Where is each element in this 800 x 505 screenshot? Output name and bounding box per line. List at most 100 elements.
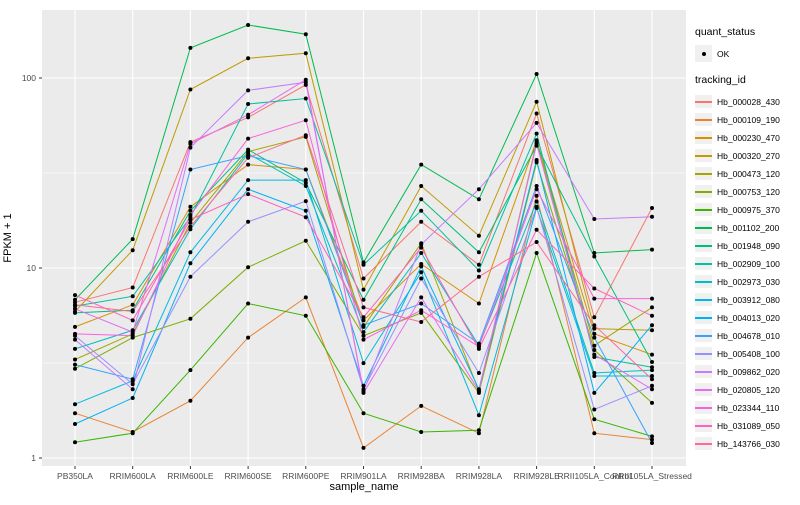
data-point[interactable] (476, 346, 481, 351)
data-point[interactable] (476, 262, 481, 267)
legend-item-Hb_009862_020[interactable]: Hb_009862_020 (695, 363, 800, 380)
data-point[interactable] (534, 99, 539, 104)
data-point[interactable] (246, 102, 251, 106)
data-point[interactable] (130, 285, 135, 290)
data-point[interactable] (73, 331, 77, 336)
data-point[interactable] (188, 224, 193, 229)
data-point[interactable] (419, 295, 424, 300)
data-point[interactable] (419, 197, 424, 202)
legend-item-Hb_003912_080[interactable]: Hb_003912_080 (695, 291, 800, 308)
legend-item-Hb_023344_110[interactable]: Hb_023344_110 (695, 399, 800, 416)
data-point[interactable] (246, 155, 251, 160)
data-point[interactable] (419, 301, 424, 306)
data-point[interactable] (73, 346, 77, 351)
data-point[interactable] (419, 430, 424, 434)
data-point[interactable] (592, 407, 597, 412)
data-point[interactable] (650, 434, 654, 439)
data-point[interactable] (361, 305, 366, 310)
data-point[interactable] (303, 208, 308, 213)
data-point[interactable] (246, 265, 251, 270)
data-point[interactable] (650, 323, 654, 328)
data-point[interactable] (476, 371, 481, 375)
data-point[interactable] (73, 324, 77, 329)
data-point[interactable] (188, 45, 193, 50)
data-point[interactable] (592, 348, 597, 352)
data-point[interactable] (73, 337, 77, 342)
data-point[interactable] (73, 293, 77, 298)
data-point[interactable] (476, 250, 481, 255)
data-point[interactable] (73, 306, 77, 311)
data-point[interactable] (73, 366, 77, 371)
data-point[interactable] (419, 403, 424, 408)
legend-item-Hb_000975_370[interactable]: Hb_000975_370 (695, 201, 800, 218)
data-point[interactable] (303, 178, 308, 183)
data-point[interactable] (73, 302, 77, 307)
legend-item-ok[interactable]: OK (695, 45, 800, 62)
data-point[interactable] (73, 440, 77, 445)
data-point[interactable] (419, 270, 424, 275)
legend-item-Hb_004678_010[interactable]: Hb_004678_010 (695, 327, 800, 344)
data-point[interactable] (361, 287, 366, 292)
data-point[interactable] (246, 335, 251, 340)
legend-item-Hb_000320_270[interactable]: Hb_000320_270 (695, 147, 800, 164)
data-point[interactable] (246, 112, 251, 117)
data-point[interactable] (188, 213, 193, 217)
legend-item-Hb_020805_120[interactable]: Hb_020805_120 (695, 381, 800, 398)
data-point[interactable] (303, 77, 308, 82)
data-point[interactable] (130, 382, 135, 387)
data-point[interactable] (534, 204, 539, 209)
data-point[interactable] (592, 286, 597, 291)
data-point[interactable] (130, 309, 135, 314)
legend-item-Hb_005408_100[interactable]: Hb_005408_100 (695, 345, 800, 362)
data-point[interactable] (361, 315, 366, 320)
data-point[interactable] (246, 88, 251, 93)
data-point[interactable] (361, 383, 366, 388)
data-point[interactable] (303, 313, 308, 318)
data-point[interactable] (303, 51, 308, 56)
data-point[interactable] (476, 301, 481, 306)
data-point[interactable] (419, 251, 424, 255)
legend-item-Hb_000753_120[interactable]: Hb_000753_120 (695, 183, 800, 200)
data-point[interactable] (650, 441, 654, 445)
data-point[interactable] (476, 413, 481, 418)
legend-item-Hb_000473_120[interactable]: Hb_000473_120 (695, 165, 800, 182)
data-point[interactable] (650, 400, 654, 405)
data-point[interactable] (592, 315, 597, 320)
data-point[interactable] (188, 204, 193, 209)
data-point[interactable] (419, 245, 424, 250)
data-point[interactable] (592, 251, 597, 255)
legend-item-Hb_001102_200[interactable]: Hb_001102_200 (695, 219, 800, 236)
data-point[interactable] (476, 197, 481, 202)
data-point[interactable] (476, 268, 481, 273)
data-point[interactable] (650, 377, 654, 382)
data-point[interactable] (592, 217, 597, 221)
data-point[interactable] (534, 227, 539, 232)
legend-item-Hb_002973_030[interactable]: Hb_002973_030 (695, 273, 800, 290)
data-point[interactable] (476, 187, 481, 192)
data-point[interactable] (592, 335, 597, 340)
data-point[interactable] (188, 250, 193, 255)
data-point[interactable] (246, 301, 251, 306)
data-point[interactable] (303, 96, 308, 101)
data-point[interactable] (592, 326, 597, 331)
data-point[interactable] (650, 360, 654, 364)
data-point[interactable] (188, 217, 193, 222)
legend-item-Hb_000230_470[interactable]: Hb_000230_470 (695, 129, 800, 146)
data-point[interactable] (419, 264, 424, 269)
legend-item-Hb_000028_430[interactable]: Hb_000028_430 (695, 93, 800, 110)
data-point[interactable] (188, 398, 193, 403)
data-point[interactable] (419, 320, 424, 324)
data-point[interactable] (419, 219, 424, 224)
data-point[interactable] (246, 187, 251, 192)
data-point[interactable] (476, 431, 481, 436)
data-point[interactable] (534, 187, 539, 192)
data-point[interactable] (188, 316, 193, 321)
data-point[interactable] (534, 193, 539, 198)
data-point[interactable] (303, 184, 308, 188)
legend-item-Hb_000109_190[interactable]: Hb_000109_190 (695, 111, 800, 128)
data-point[interactable] (650, 328, 654, 333)
data-point[interactable] (476, 389, 481, 394)
data-point[interactable] (650, 296, 654, 301)
data-point[interactable] (419, 162, 424, 167)
data-point[interactable] (592, 417, 597, 422)
